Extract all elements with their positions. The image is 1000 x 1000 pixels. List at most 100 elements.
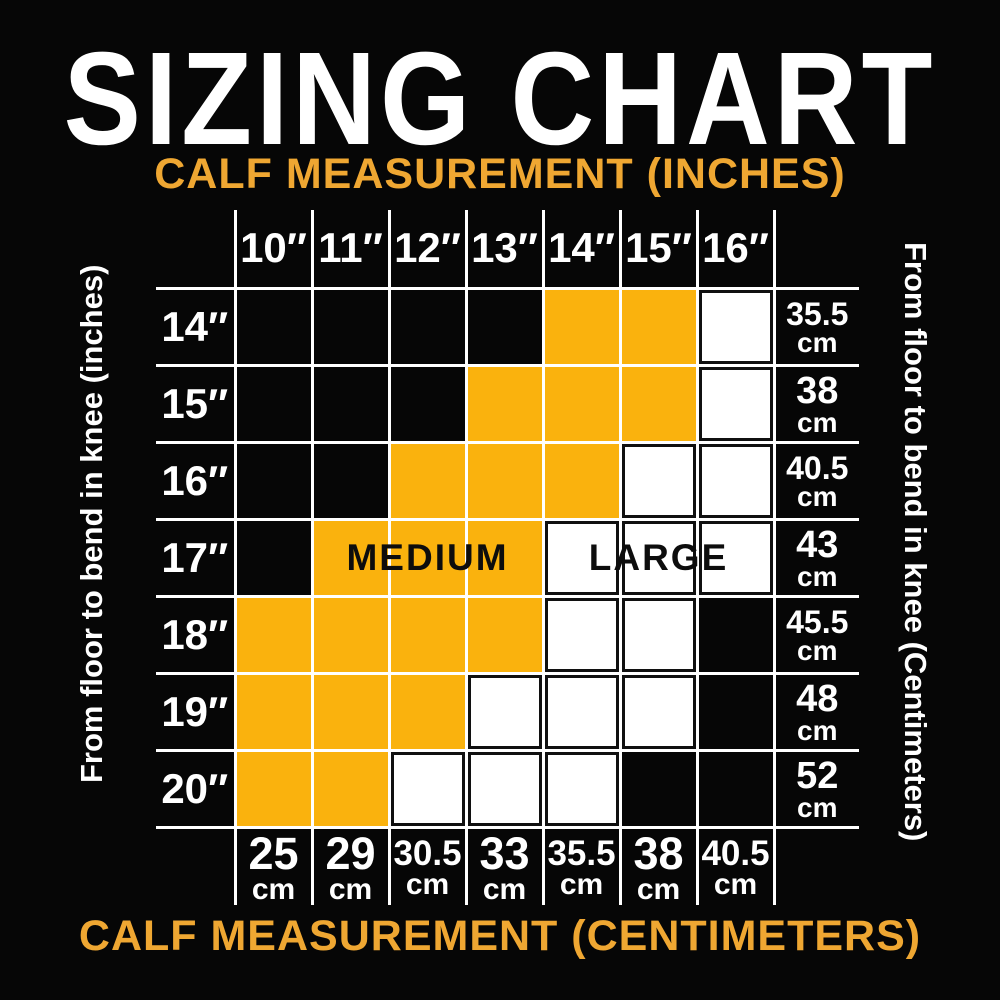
col-header-11in: 11″ [310,210,391,290]
size-cell-r14-c12 [387,286,468,367]
cm-unit: cm [482,872,527,906]
size-cell-r18-c16 [695,594,776,675]
size-cell-r16-c13 [464,440,545,521]
size-cell-r17-c11 [310,517,391,598]
size-cell-r15-c12 [387,363,468,444]
row-header-14in: 14″ [156,286,237,367]
row-header-18in: 18″ [156,594,237,675]
cm-value: 35.5 [786,295,849,332]
size-cell-r18-c10 [233,594,314,675]
top-axis-label: CALF MEASUREMENT (INCHES) [154,150,846,198]
size-cell-r20-c15 [618,748,699,829]
size-cell-r17-c15 [618,517,699,598]
row-header-19in: 19″ [156,671,237,752]
right-axis-label: From floor to bend in knee (Centimeters) [898,242,933,842]
cm-unit: cm [251,872,296,906]
size-cell-r18-c13 [464,594,545,675]
cm-unit: cm [636,872,681,906]
size-cell-r20-c16 [695,748,776,829]
size-cell-r18-c11 [310,594,391,675]
size-cell-r15-c15 [618,363,699,444]
row-header-16in: 16″ [156,440,237,521]
corner-top-left [156,210,237,290]
cm-right-48: 48 cm [772,671,859,752]
size-cell-r20-c14 [541,748,622,829]
bottom-axis-label: CALF MEASUREMENT (CENTIMETERS) [78,912,922,960]
cm-unit: cm [405,867,450,901]
cm-unit: cm [797,326,838,358]
cm-unit: cm [797,406,838,438]
size-cell-r15-c11 [310,363,391,444]
size-cell-r16-c12 [387,440,468,521]
size-cell-r19-c16 [695,671,776,752]
cm-bottom-30.5: 30.5 cm [387,825,468,905]
size-cell-r16-c15 [618,440,699,521]
cm-unit: cm [797,634,838,666]
cm-bottom-38: 38 cm [618,825,699,906]
size-cell-r18-c15 [618,594,699,675]
col-header-13in: 13″ [464,210,545,290]
cm-value: 48 [796,677,839,720]
size-cell-r14-c14 [541,286,622,367]
row-header-15in: 15″ [156,363,237,444]
size-cell-r19-c10 [233,671,314,752]
cm-unit: cm [328,872,373,906]
size-table: 10″ 11″ 12″ 13″ 14″ 15″ 16″ 14″ 35.5 cm 15″ 38 cm 16″… [156,210,859,905]
cm-value: 43 [796,523,839,566]
size-cell-r17-c16 [695,517,776,598]
corner-bottom-right [772,825,859,905]
cm-bottom-35.5: 35.5 cm [541,825,622,905]
size-cell-r19-c11 [310,671,391,752]
size-cell-r16-c11 [310,440,391,521]
size-cell-r19-c12 [387,671,468,752]
size-cell-r16-c16 [695,440,776,521]
size-grid: 10″ 11″ 12″ 13″ 14″ 15″ 16″ 14″ 35.5 cm 15″ 38 cm 16″… [156,210,859,905]
size-cell-r16-c14 [541,440,622,521]
size-cell-r17-c12 [387,517,468,598]
col-header-16in: 16″ [695,210,776,290]
col-header-12in: 12″ [387,210,468,290]
size-cell-r19-c15 [618,671,699,752]
size-cell-r20-c11 [310,748,391,829]
corner-top-right [772,210,859,290]
cm-value: 45.5 [786,603,849,640]
cm-right-45.5: 45.5 cm [772,594,859,675]
cm-value: 38 [633,827,684,879]
size-cell-r14-c11 [310,286,391,367]
size-cell-r18-c12 [387,594,468,675]
cm-bottom-29: 29 cm [310,825,391,906]
size-cell-r19-c13 [464,671,545,752]
size-cell-r15-c16 [695,363,776,444]
page-title: SIZING CHART [63,24,937,173]
cm-unit: cm [797,560,838,592]
size-cell-r17-c10 [233,517,314,598]
size-cell-r15-c14 [541,363,622,444]
cm-value: 30.5 [393,833,462,873]
size-cell-r17-c13 [464,517,545,598]
size-cell-r15-c10 [233,363,314,444]
cm-right-38: 38 cm [772,363,859,444]
cm-unit: cm [797,480,838,512]
cm-unit: cm [713,867,758,901]
size-cell-r20-c13 [464,748,545,829]
size-cell-r20-c12 [387,748,468,829]
cm-unit: cm [797,714,838,746]
cm-right-35.5: 35.5 cm [772,286,859,367]
size-cell-r17-c14 [541,517,622,598]
cm-value: 29 [325,827,376,879]
size-cell-r14-c15 [618,286,699,367]
cm-right-43: 43 cm [772,517,859,598]
corner-bottom-left [156,825,237,905]
cm-right-40.5: 40.5 cm [772,440,859,521]
cm-value: 52 [796,754,839,797]
col-header-14in: 14″ [541,210,622,290]
cm-value: 40.5 [786,449,849,486]
cm-value: 35.5 [547,833,616,873]
cm-right-52: 52 cm [772,748,859,829]
size-cell-r14-c16 [695,286,776,367]
cm-bottom-25: 25 cm [233,825,314,906]
row-header-17in: 17″ [156,517,237,598]
size-cell-r14-c13 [464,286,545,367]
size-cell-r19-c14 [541,671,622,752]
